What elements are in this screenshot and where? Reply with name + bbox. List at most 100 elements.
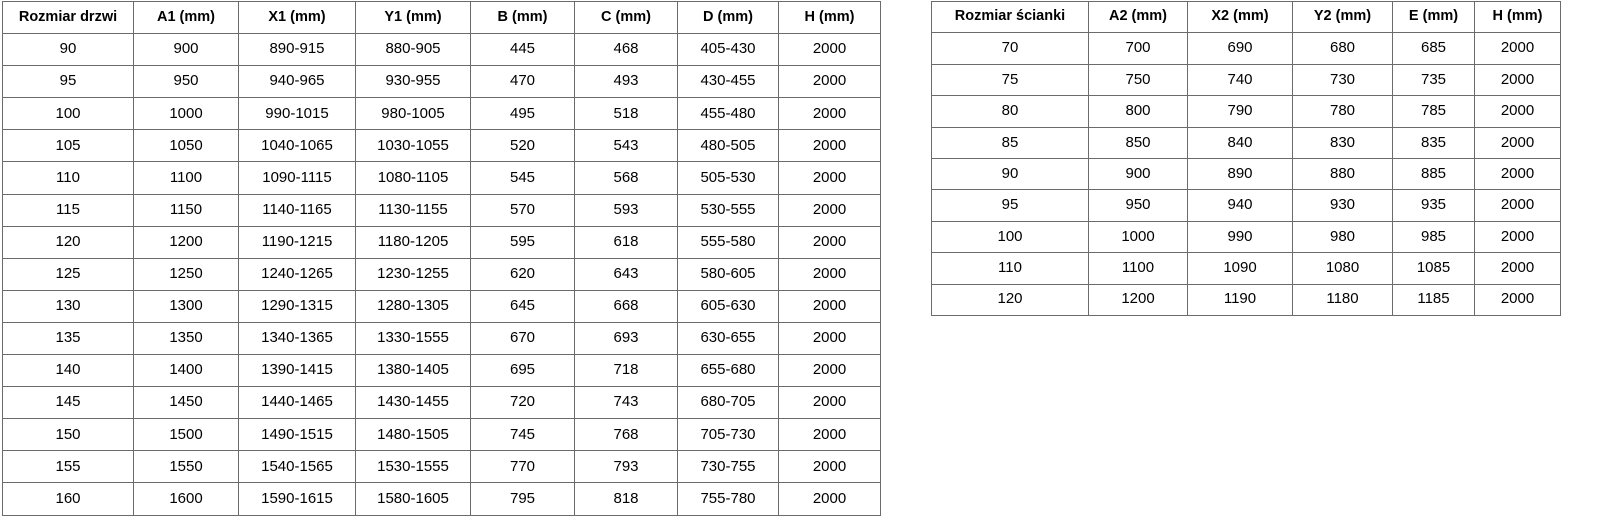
table-cell: 2000	[1474, 252, 1561, 285]
table-cell: 1100	[1088, 252, 1188, 285]
column-header-1: A2 (mm)	[1088, 0, 1188, 34]
table-row: 120 1200 1190 1180 1185 2000	[931, 283, 1561, 316]
table-cell: 950	[133, 65, 239, 99]
table-cell: 745	[470, 418, 575, 452]
table-cell: 1480-1505	[355, 418, 471, 452]
column-header-2: X1 (mm)	[238, 0, 356, 35]
table-row: 85 850 840 830 835 2000	[931, 126, 1561, 159]
column-header-4: E (mm)	[1392, 0, 1475, 34]
table-row: 120 1200 1190-1215 1180-1205 595 618 555-580 20…	[2, 225, 881, 259]
table-cell: 595	[470, 225, 575, 259]
table-cell: 2000	[1474, 63, 1561, 97]
table-cell: 1200	[1088, 283, 1188, 316]
table-cell: 1090	[1187, 252, 1293, 285]
table-cell: 950	[1088, 189, 1188, 222]
table-row: 145 1450 1440-1465 1430-1455 720 743 680-705 20…	[2, 386, 881, 420]
table-cell: 2000	[1474, 157, 1561, 191]
column-header-0: Rozmiar ścianki	[931, 0, 1089, 34]
table-cell: 495	[470, 97, 575, 131]
table-row: 160 1600 1590-1615 1580-1605 795 818 755-780 20…	[2, 482, 881, 516]
table-cell: 120	[2, 225, 134, 259]
table-cell: 1300	[133, 289, 239, 323]
table-cell: 140	[2, 354, 134, 388]
table-cell: 693	[574, 321, 678, 356]
table-header-row: Rozmiar ścianki A2 (mm) X2 (mm) Y2 (mm) E (m…	[931, 0, 1561, 34]
column-header-5: H (mm)	[1474, 0, 1561, 34]
table-cell: 1190-1215	[238, 225, 356, 259]
table-cell: 685	[1392, 32, 1475, 65]
table-cell: 593	[574, 193, 678, 227]
table-row: 125 1250 1240-1265 1230-1255 620 643 580-605 20…	[2, 257, 881, 291]
column-header-1: A1 (mm)	[133, 0, 239, 35]
table-cell: 1440-1465	[238, 386, 356, 420]
table-cell: 2000	[778, 386, 881, 420]
table-row: 105 1050 1040-1065 1030-1055 520 543 480-505 20…	[2, 129, 881, 163]
table-cell: 1200	[133, 225, 239, 259]
table-cell: 150	[2, 418, 134, 452]
table-cell: 885	[1392, 157, 1475, 191]
table-row: 100 1000 990-1015 980-1005 495 518 455-480 2000	[2, 97, 881, 131]
table-row: 95 950 940-965 930-955 470 493 430-455 2000	[2, 65, 881, 99]
table-cell: 2000	[778, 129, 881, 163]
table-cell: 680	[1292, 32, 1393, 65]
table-cell: 768	[574, 418, 678, 452]
table-cell: 1030-1055	[355, 129, 471, 163]
table-cell: 2000	[778, 161, 881, 195]
table-cell: 468	[574, 33, 678, 67]
table-cell: 850	[1088, 126, 1188, 159]
table-cell: 75	[931, 63, 1089, 97]
table-cell: 160	[2, 482, 134, 516]
table-cell: 1390-1415	[238, 354, 356, 388]
table-cell: 940-965	[238, 65, 356, 99]
table-cell: 2000	[1474, 95, 1561, 128]
table-cell: 530-555	[677, 193, 779, 227]
table-cell: 2000	[1474, 32, 1561, 65]
table-cell: 680-705	[677, 386, 779, 420]
table-cell: 1150	[133, 193, 239, 227]
table-cell: 880-905	[355, 33, 471, 67]
table-cell: 780	[1292, 95, 1393, 128]
table-cell: 155	[2, 450, 134, 484]
table-row: 130 1300 1290-1315 1280-1305 645 668 605-630 20…	[2, 289, 881, 323]
column-header-3: Y1 (mm)	[355, 0, 471, 35]
table-cell: 1040-1065	[238, 129, 356, 163]
table-cell: 1085	[1392, 252, 1475, 285]
table-cell: 1130-1155	[355, 193, 471, 227]
doors-table-body: 90 900 890-915 880-905 445 468 405-430 2000 95 95…	[2, 33, 881, 516]
table-cell: 2000	[778, 289, 881, 323]
table-cell: 1540-1565	[238, 450, 356, 484]
table-cell: 2000	[778, 225, 881, 259]
table-cell: 643	[574, 257, 678, 291]
table-row: 100 1000 990 980 985 2000	[931, 220, 1561, 254]
table-cell: 1430-1455	[355, 386, 471, 420]
table-cell: 890-915	[238, 33, 356, 67]
table-cell: 830	[1292, 126, 1393, 159]
table-cell: 2000	[1474, 189, 1561, 222]
table-cell: 2000	[778, 482, 881, 516]
table-row: 70 700 690 680 685 2000	[931, 32, 1561, 65]
table-cell: 1185	[1392, 283, 1475, 316]
table-cell: 793	[574, 450, 678, 484]
table-cell: 95	[931, 189, 1089, 222]
table-cell: 145	[2, 386, 134, 420]
table-cell: 900	[1088, 157, 1188, 191]
table-cell: 1350	[133, 321, 239, 356]
table-cell: 568	[574, 161, 678, 195]
table-row: 140 1400 1390-1415 1380-1405 695 718 655-680 20…	[2, 354, 881, 388]
walls-dimension-table: Rozmiar ścianki A2 (mm) X2 (mm) Y2 (mm) E (m…	[931, 0, 1561, 316]
table-cell: 990-1015	[238, 97, 356, 131]
table-row: 90 900 890 880 885 2000	[931, 157, 1561, 191]
table-cell: 1450	[133, 386, 239, 420]
table-cell: 493	[574, 65, 678, 99]
table-cell: 1180-1205	[355, 225, 471, 259]
table-cell: 2000	[778, 193, 881, 227]
table-row: 115 1150 1140-1165 1130-1155 570 593 530-555 20…	[2, 193, 881, 227]
table-cell: 1000	[1088, 220, 1188, 254]
table-cell: 985	[1392, 220, 1475, 254]
table-row: 90 900 890-915 880-905 445 468 405-430 2000	[2, 33, 881, 67]
table-row: 110 1100 1090 1080 1085 2000	[931, 252, 1561, 285]
table-cell: 1490-1515	[238, 418, 356, 452]
table-cell: 935	[1392, 189, 1475, 222]
table-cell: 70	[931, 32, 1089, 65]
